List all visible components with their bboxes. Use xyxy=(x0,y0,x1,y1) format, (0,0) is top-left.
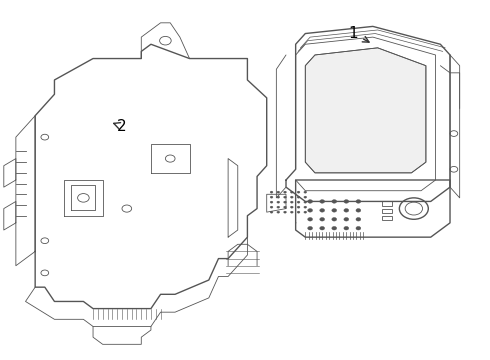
Circle shape xyxy=(270,211,273,213)
Circle shape xyxy=(291,211,293,213)
Circle shape xyxy=(308,200,313,203)
Circle shape xyxy=(308,208,313,212)
Circle shape xyxy=(270,206,273,208)
Circle shape xyxy=(297,201,300,203)
Circle shape xyxy=(284,191,287,193)
Circle shape xyxy=(277,201,280,203)
Circle shape xyxy=(332,208,337,212)
Circle shape xyxy=(320,217,324,221)
Circle shape xyxy=(297,211,300,213)
Circle shape xyxy=(320,208,324,212)
Circle shape xyxy=(291,191,293,193)
Circle shape xyxy=(284,196,287,198)
Circle shape xyxy=(291,206,293,208)
Circle shape xyxy=(304,201,307,203)
Circle shape xyxy=(332,226,337,230)
Circle shape xyxy=(291,196,293,198)
Circle shape xyxy=(356,217,361,221)
Circle shape xyxy=(320,200,324,203)
Circle shape xyxy=(344,208,349,212)
Circle shape xyxy=(277,206,280,208)
Circle shape xyxy=(332,200,337,203)
Circle shape xyxy=(270,191,273,193)
Circle shape xyxy=(344,217,349,221)
Circle shape xyxy=(277,196,280,198)
Circle shape xyxy=(270,201,273,203)
Circle shape xyxy=(277,211,280,213)
Circle shape xyxy=(356,208,361,212)
Circle shape xyxy=(308,217,313,221)
Circle shape xyxy=(270,196,273,198)
Circle shape xyxy=(344,200,349,203)
Circle shape xyxy=(291,201,293,203)
Circle shape xyxy=(297,196,300,198)
Circle shape xyxy=(284,206,287,208)
Circle shape xyxy=(304,196,307,198)
Circle shape xyxy=(304,206,307,208)
Text: 1: 1 xyxy=(349,26,369,42)
Circle shape xyxy=(277,191,280,193)
Circle shape xyxy=(356,226,361,230)
Bar xyxy=(382,202,392,206)
Circle shape xyxy=(304,191,307,193)
Circle shape xyxy=(344,226,349,230)
Bar xyxy=(382,216,392,220)
Circle shape xyxy=(308,226,313,230)
Circle shape xyxy=(284,201,287,203)
Circle shape xyxy=(356,200,361,203)
Circle shape xyxy=(304,211,307,213)
Circle shape xyxy=(297,191,300,193)
Circle shape xyxy=(320,226,324,230)
Circle shape xyxy=(297,206,300,208)
Text: 2: 2 xyxy=(114,119,127,134)
Polygon shape xyxy=(305,48,426,173)
Bar xyxy=(382,208,392,213)
Circle shape xyxy=(332,217,337,221)
Circle shape xyxy=(284,211,287,213)
